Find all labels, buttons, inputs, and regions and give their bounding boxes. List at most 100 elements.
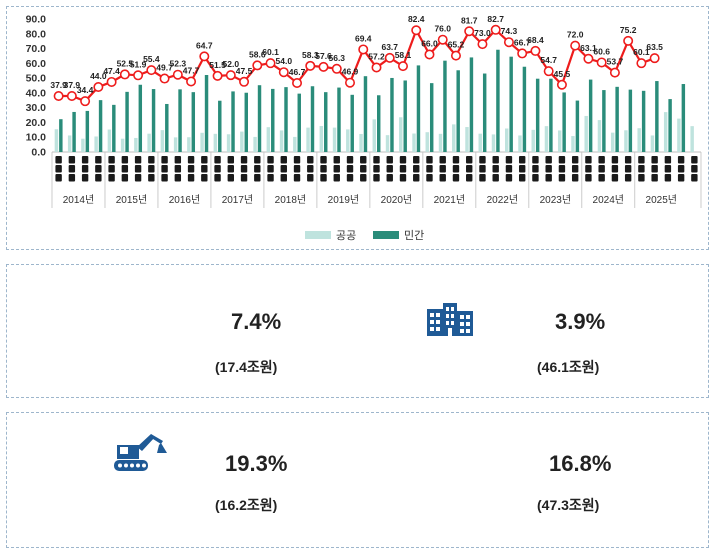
month-glyph xyxy=(638,174,645,182)
month-glyph xyxy=(134,174,142,182)
month-glyph xyxy=(307,174,314,182)
month-glyph xyxy=(439,174,446,182)
total-point xyxy=(450,50,461,61)
total-point xyxy=(464,26,475,37)
month-glyph xyxy=(624,165,632,173)
month-glyph xyxy=(240,165,248,173)
total-point xyxy=(530,45,541,56)
month-glyph xyxy=(95,174,102,182)
month-glyph xyxy=(108,174,115,182)
total-data-label: 34.4 xyxy=(77,85,94,95)
month-glyph xyxy=(161,156,168,164)
month-glyph xyxy=(439,156,446,164)
year-label: 2016년 xyxy=(169,194,200,206)
bar-public xyxy=(187,137,191,152)
bar-private xyxy=(324,92,328,152)
month-glyph xyxy=(413,156,420,164)
bar-private xyxy=(204,75,209,152)
month-glyph xyxy=(611,174,619,182)
month-glyph xyxy=(386,174,393,182)
bar-public xyxy=(266,127,271,152)
total-data-label: 52.3 xyxy=(170,59,187,69)
month-glyph xyxy=(505,165,513,173)
month-glyph xyxy=(532,165,539,173)
year-label: 2014년 xyxy=(63,194,94,206)
bar-public xyxy=(610,132,615,152)
chart-panel: 0.0 10.0 20.0 30.0 40.0 50.0 60.0 70.0 80.0 90.0 … xyxy=(6,6,709,250)
month-glyph xyxy=(518,156,526,164)
total-data-label: 76.0 xyxy=(434,24,451,34)
total-data-label: 57.2 xyxy=(368,51,385,61)
bar-public xyxy=(372,119,376,152)
month-glyph xyxy=(187,156,195,164)
month-glyph xyxy=(585,165,592,173)
bar-private xyxy=(191,92,196,152)
bar-private xyxy=(72,111,76,152)
y-tick-label: 80.0 xyxy=(26,28,47,40)
total-data-label: 60.6 xyxy=(593,46,610,56)
excavator-icon xyxy=(111,431,171,473)
month-glyph xyxy=(624,156,632,164)
total-data-label: 64.7 xyxy=(196,40,213,50)
y-tick-label: 30.0 xyxy=(26,102,47,114)
bar-public xyxy=(359,133,363,152)
total-point xyxy=(503,37,514,48)
month-glyph xyxy=(121,156,129,164)
bar-private xyxy=(350,94,354,152)
total-point xyxy=(517,48,528,59)
bar-private xyxy=(456,70,460,152)
month-glyph xyxy=(413,165,420,173)
bar-private xyxy=(575,100,580,152)
y-tick-label: 20.0 xyxy=(26,117,47,129)
bar-public xyxy=(571,136,575,152)
bar-private xyxy=(284,87,288,152)
total-point xyxy=(93,81,104,92)
total-point xyxy=(318,61,329,72)
month-glyph xyxy=(227,174,235,182)
bar-public xyxy=(346,129,350,152)
bar-private xyxy=(59,119,63,152)
stat-civil-public-percent: 19.3% xyxy=(225,451,288,476)
month-glyph xyxy=(174,174,182,182)
month-glyph xyxy=(545,165,552,173)
month-glyph xyxy=(505,156,513,164)
month-glyph xyxy=(651,156,658,164)
total-data-label: 46.9 xyxy=(342,67,359,77)
bar-public xyxy=(465,127,469,152)
month-glyph xyxy=(161,174,168,182)
bar-public xyxy=(240,131,244,152)
month-glyph xyxy=(360,165,367,173)
month-glyph xyxy=(664,174,672,182)
month-glyph xyxy=(585,174,592,182)
bar-private xyxy=(549,78,553,152)
bar-public xyxy=(332,127,337,152)
month-glyph xyxy=(426,174,433,182)
total-point xyxy=(623,35,634,46)
month-glyph xyxy=(280,165,287,173)
month-glyph xyxy=(558,156,566,164)
month-glyph xyxy=(691,165,698,173)
month-glyph xyxy=(479,174,486,182)
month-glyph xyxy=(201,174,208,182)
month-glyph xyxy=(81,174,89,182)
month-glyph xyxy=(55,165,62,173)
total-data-label: 82.4 xyxy=(408,14,425,24)
stat-public-amount: (17.4조원) xyxy=(215,359,278,375)
month-glyph xyxy=(677,174,685,182)
bar-public xyxy=(253,136,257,152)
bar-public xyxy=(160,130,165,152)
month-glyph xyxy=(227,156,235,164)
y-tick-label: 0.0 xyxy=(31,147,46,159)
month-glyph xyxy=(426,165,433,173)
bar-public xyxy=(557,130,562,152)
month-glyph xyxy=(386,165,393,173)
total-data-label: 75.2 xyxy=(620,25,637,35)
month-glyph xyxy=(293,165,301,173)
month-glyph xyxy=(214,165,221,173)
month-glyph xyxy=(121,174,129,182)
total-data-label: 63.7 xyxy=(381,42,398,52)
total-data-label: 49.7 xyxy=(156,63,173,73)
month-glyph xyxy=(452,165,460,173)
year-label: 2022년 xyxy=(487,194,518,206)
month-glyph xyxy=(677,156,685,164)
